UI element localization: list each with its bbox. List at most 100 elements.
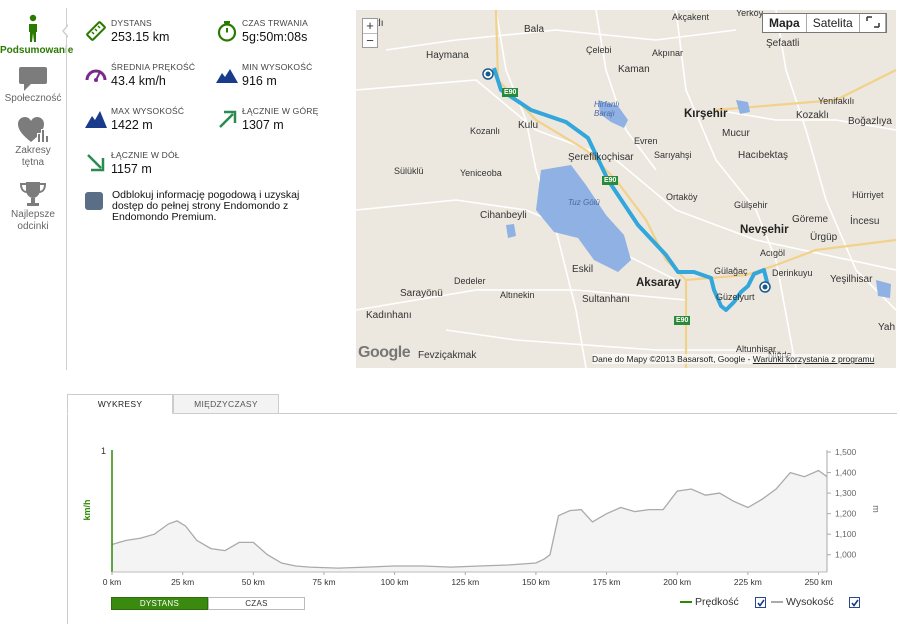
heart-chart-icon — [18, 117, 48, 142]
stat-label: MAX WYSOKOŚĆ — [111, 106, 185, 116]
toggle-time-button[interactable]: CZAS — [208, 597, 305, 610]
map-place-label: Nevşehir — [740, 224, 789, 236]
map-place-label: Şefaatli — [766, 38, 800, 49]
x-tick-label: 25 km — [171, 577, 194, 587]
zoom-out-button[interactable]: − — [363, 33, 377, 47]
y-right-tick-label: 1,000 — [835, 550, 857, 560]
tab-miedzyczasy[interactable]: MIĘDZYCZASY — [173, 394, 279, 414]
stat-label: ŚREDNIA PRĘKOŚĆ — [111, 62, 196, 72]
map-place-label: Kozaklı — [796, 110, 829, 121]
stat-value: 5g:50m:08s — [242, 30, 308, 44]
y-right-tick-label: 1,400 — [835, 468, 857, 478]
map-place-label: Çelebi — [586, 45, 612, 55]
sidebar-item-label: Zakresy tętna — [15, 145, 51, 168]
map-place-label: Gülağaç — [714, 266, 748, 276]
map-place-label: Yenifakılı — [818, 96, 855, 106]
map-place-label: Gülşehir — [734, 200, 768, 210]
x-tick-label: 250 km — [805, 577, 833, 587]
map-place-label: Yerköy — [736, 10, 764, 18]
map-place-label: Altunhisar — [736, 344, 777, 354]
map-type-satellite-button[interactable]: Satelita — [807, 14, 860, 32]
sidebar-item-spolecznosc[interactable]: Społeczność — [0, 66, 66, 105]
sidebar-item-label: Podsumowanie — [0, 45, 74, 56]
map-place-label: Şereflikoçhisar — [568, 152, 634, 163]
map-place-label: Kırşehir — [684, 108, 728, 120]
promo-text[interactable]: Odblokuj informację pogodową i uzyskaj d… — [112, 189, 300, 223]
stat-value: 43.4 km/h — [111, 74, 166, 88]
map-place-label: Sarıyahşi — [654, 150, 692, 160]
elevation-speed-chart: 1 1,000 1,100 1,200 1,300 1,400 1,500 0 km 25 km… — [82, 446, 881, 587]
x-tick-label: 50 km — [242, 577, 265, 587]
map-place-label: İncesu — [850, 216, 880, 227]
altitude-checkbox[interactable] — [849, 597, 860, 608]
map-place-label: Kadınhanı — [366, 310, 412, 321]
x-tick-label: 150 km — [522, 577, 550, 587]
map-place-label: Kozanlı — [470, 126, 501, 136]
map-place-label: Yah — [878, 322, 896, 333]
map-attribution: Dane do Mapy ©2013 Basarsoft, Google - W… — [592, 354, 875, 364]
checkmark-icon — [757, 599, 765, 607]
arrow-up-right-icon — [219, 110, 237, 128]
toggle-distance-button[interactable]: DYSTANS — [111, 597, 208, 610]
map-type-control: Mapa Satelita — [762, 13, 887, 33]
stat-label: ŁĄCZNIE W GÓRĘ — [242, 106, 319, 116]
sidebar-item-podsumowanie[interactable]: Podsumowanie — [0, 14, 74, 57]
y-right-tick-label: 1,100 — [835, 529, 857, 539]
map-type-map-button[interactable]: Mapa — [763, 14, 807, 32]
speed-checkbox[interactable] — [755, 597, 766, 608]
map-place-label: Cihanbeyli — [480, 210, 527, 221]
map-place-label: Ürgüp — [810, 232, 838, 243]
tab-wykresy[interactable]: WYKRESY — [67, 394, 173, 414]
map-place-label: Hürriyet — [852, 190, 884, 200]
map-place-label: Boğazlıya — [848, 116, 892, 127]
map-place-label: Kaman — [618, 64, 650, 75]
map-place-label: Derinkuyu — [772, 268, 813, 278]
x-tick-label: 175 km — [593, 577, 621, 587]
legend-swatch — [680, 601, 692, 604]
sidebar-item-zakresy-tetna[interactable]: Zakresy tętna — [0, 116, 66, 169]
y-right-tick-label: 1,300 — [835, 488, 857, 498]
map-place-label: Yeşilhisar — [830, 274, 873, 285]
stat-value: 1157 m — [111, 162, 152, 176]
y-right-tick-label: 1,500 — [835, 447, 857, 457]
x-tick-label: 125 km — [451, 577, 479, 587]
sidebar-item-najlepsze-odcinki[interactable]: Najlepsze odcinki — [0, 180, 66, 233]
map-place-label: Fevziçakmak — [418, 350, 477, 361]
stat-label: CZAS TRWANIA — [242, 18, 309, 28]
route-map[interactable]: E90 E90 E90 latlı Bala Akçakent Yerköy H… — [356, 10, 896, 368]
walker-icon — [29, 14, 37, 42]
map-place-label: Yeniceoba — [460, 168, 502, 178]
altitude-area — [112, 470, 827, 572]
fullscreen-button[interactable] — [860, 14, 886, 32]
map-place-label: Eskil — [572, 264, 594, 275]
trophy-icon — [19, 182, 47, 206]
map-place-label: Altınekin — [500, 290, 535, 300]
stat-value: 1307 m — [242, 118, 284, 132]
map-place-label: Hacıbektaş — [738, 150, 789, 161]
x-tick-label: 0 km — [103, 577, 121, 587]
ruler-icon — [86, 21, 106, 41]
zoom-in-button[interactable]: + — [366, 18, 374, 33]
map-place-label: Bala — [524, 24, 545, 35]
y-left-tick-label: 1 — [101, 446, 106, 456]
terms-link[interactable]: Warunki korzystania z programu — [752, 354, 875, 364]
map-canvas — [356, 10, 896, 368]
speedometer-icon — [85, 69, 107, 82]
mountain-icon — [85, 111, 107, 128]
map-place-label: Sarayönü — [400, 288, 443, 299]
map-place-label: Göreme — [792, 214, 829, 225]
legend-swatch — [771, 601, 783, 604]
y-right-tick-label: 1,200 — [835, 509, 857, 519]
mountain-icon — [216, 69, 238, 83]
premium-icon — [85, 192, 103, 210]
active-caret — [62, 24, 69, 38]
map-place-label: Mucur — [722, 128, 750, 139]
plot-area — [111, 469, 828, 572]
map-place-label: Akçakent — [672, 12, 710, 22]
google-logo: Google — [358, 344, 411, 361]
stat-value: 253.15 km — [111, 30, 170, 44]
attribution-text: Dane do Mapy ©2013 Basarsoft, Google - — [592, 354, 751, 364]
legend-speed: Prędkość — [680, 596, 739, 608]
stat-value: 1422 m — [111, 118, 153, 132]
map-place-label: Dedeler — [454, 276, 486, 286]
